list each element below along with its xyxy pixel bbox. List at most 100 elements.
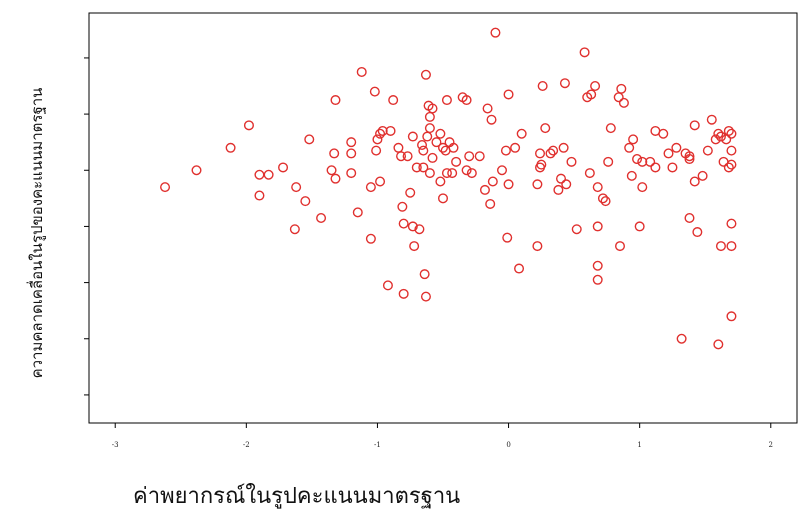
data-point bbox=[628, 134, 639, 145]
data-point bbox=[304, 134, 315, 145]
data-point bbox=[414, 224, 425, 235]
x-tick-label: -3 bbox=[112, 441, 119, 449]
data-point bbox=[592, 260, 603, 271]
data-point bbox=[723, 125, 734, 136]
data-point bbox=[500, 145, 511, 156]
data-point bbox=[697, 170, 708, 181]
data-point bbox=[592, 274, 603, 285]
data-point bbox=[263, 169, 274, 180]
data-point bbox=[424, 168, 435, 179]
data-point bbox=[377, 125, 388, 136]
data-point bbox=[356, 66, 367, 77]
data-point bbox=[592, 221, 603, 232]
data-point bbox=[497, 165, 508, 176]
data-point bbox=[590, 81, 601, 92]
data-point bbox=[710, 134, 721, 145]
data-point bbox=[461, 165, 472, 176]
data-point bbox=[503, 179, 514, 190]
data-point bbox=[300, 196, 311, 207]
data-point bbox=[626, 170, 637, 181]
data-point bbox=[592, 182, 603, 193]
data-point bbox=[545, 148, 556, 159]
data-point bbox=[726, 218, 737, 229]
data-point bbox=[447, 168, 458, 179]
data-point bbox=[713, 128, 724, 139]
x-tick-label: 1 bbox=[637, 441, 641, 449]
data-point bbox=[571, 224, 582, 235]
data-point bbox=[618, 97, 629, 108]
data-point bbox=[689, 176, 700, 187]
data-point bbox=[420, 69, 431, 80]
data-point bbox=[482, 103, 493, 114]
data-point bbox=[418, 145, 429, 156]
data-point bbox=[616, 83, 627, 94]
x-tick-label: -1 bbox=[374, 441, 381, 449]
data-point bbox=[487, 176, 498, 187]
data-point bbox=[692, 227, 703, 238]
x-tick-label: 2 bbox=[769, 441, 773, 449]
data-point bbox=[676, 333, 687, 344]
data-point bbox=[663, 148, 674, 159]
data-point bbox=[479, 184, 490, 195]
data-point bbox=[726, 159, 737, 170]
data-point bbox=[706, 114, 717, 125]
data-point bbox=[398, 218, 409, 229]
data-point bbox=[537, 81, 548, 92]
data-point bbox=[451, 156, 462, 167]
data-point bbox=[586, 89, 597, 100]
data-point bbox=[536, 159, 547, 170]
data-point bbox=[514, 263, 525, 274]
data-point bbox=[346, 168, 357, 179]
data-point bbox=[516, 128, 527, 139]
data-point bbox=[558, 142, 569, 153]
data-point bbox=[382, 280, 393, 291]
data-point bbox=[510, 142, 521, 153]
y-axis-title: ความคลาดเคลื่อนในรูปของคะแนนมาตรฐาน bbox=[26, 88, 46, 379]
data-point bbox=[637, 156, 648, 167]
data-point bbox=[427, 152, 438, 163]
data-point bbox=[490, 27, 501, 38]
data-point bbox=[532, 241, 543, 252]
data-point bbox=[352, 207, 363, 218]
data-point bbox=[464, 151, 475, 162]
data-points bbox=[160, 27, 737, 350]
data-point bbox=[365, 182, 376, 193]
data-point bbox=[369, 86, 380, 97]
data-point bbox=[375, 176, 386, 187]
data-point bbox=[388, 95, 399, 106]
data-point bbox=[684, 154, 695, 165]
data-point bbox=[278, 162, 289, 173]
data-point bbox=[645, 156, 656, 167]
data-point bbox=[396, 151, 407, 162]
y-axis-ticks bbox=[84, 57, 89, 396]
data-point bbox=[667, 162, 678, 173]
data-point bbox=[600, 196, 611, 207]
data-point bbox=[689, 120, 700, 131]
data-point bbox=[289, 224, 300, 235]
data-point bbox=[411, 162, 422, 173]
data-point bbox=[637, 182, 648, 193]
data-point bbox=[503, 89, 514, 100]
data-point bbox=[326, 165, 337, 176]
data-point bbox=[632, 154, 643, 165]
data-point bbox=[535, 148, 546, 159]
data-point bbox=[726, 311, 737, 322]
x-axis-ticks: -3 -2 -1 0 1 2 bbox=[112, 423, 773, 449]
data-point bbox=[225, 142, 236, 153]
data-point bbox=[715, 131, 726, 142]
data-point bbox=[417, 139, 428, 150]
data-point bbox=[603, 156, 614, 167]
data-point bbox=[474, 151, 485, 162]
data-point bbox=[438, 142, 449, 153]
x-axis-title: ค่าพยากรณ์ในรูปคะแนนมาตรฐาน bbox=[133, 483, 460, 509]
data-point bbox=[553, 184, 564, 195]
data-point bbox=[723, 162, 734, 173]
data-point bbox=[561, 179, 572, 190]
data-point bbox=[438, 193, 449, 204]
data-point bbox=[713, 339, 724, 350]
data-point bbox=[624, 142, 635, 153]
data-point bbox=[346, 137, 357, 148]
data-point bbox=[658, 128, 669, 139]
data-point bbox=[346, 148, 357, 159]
